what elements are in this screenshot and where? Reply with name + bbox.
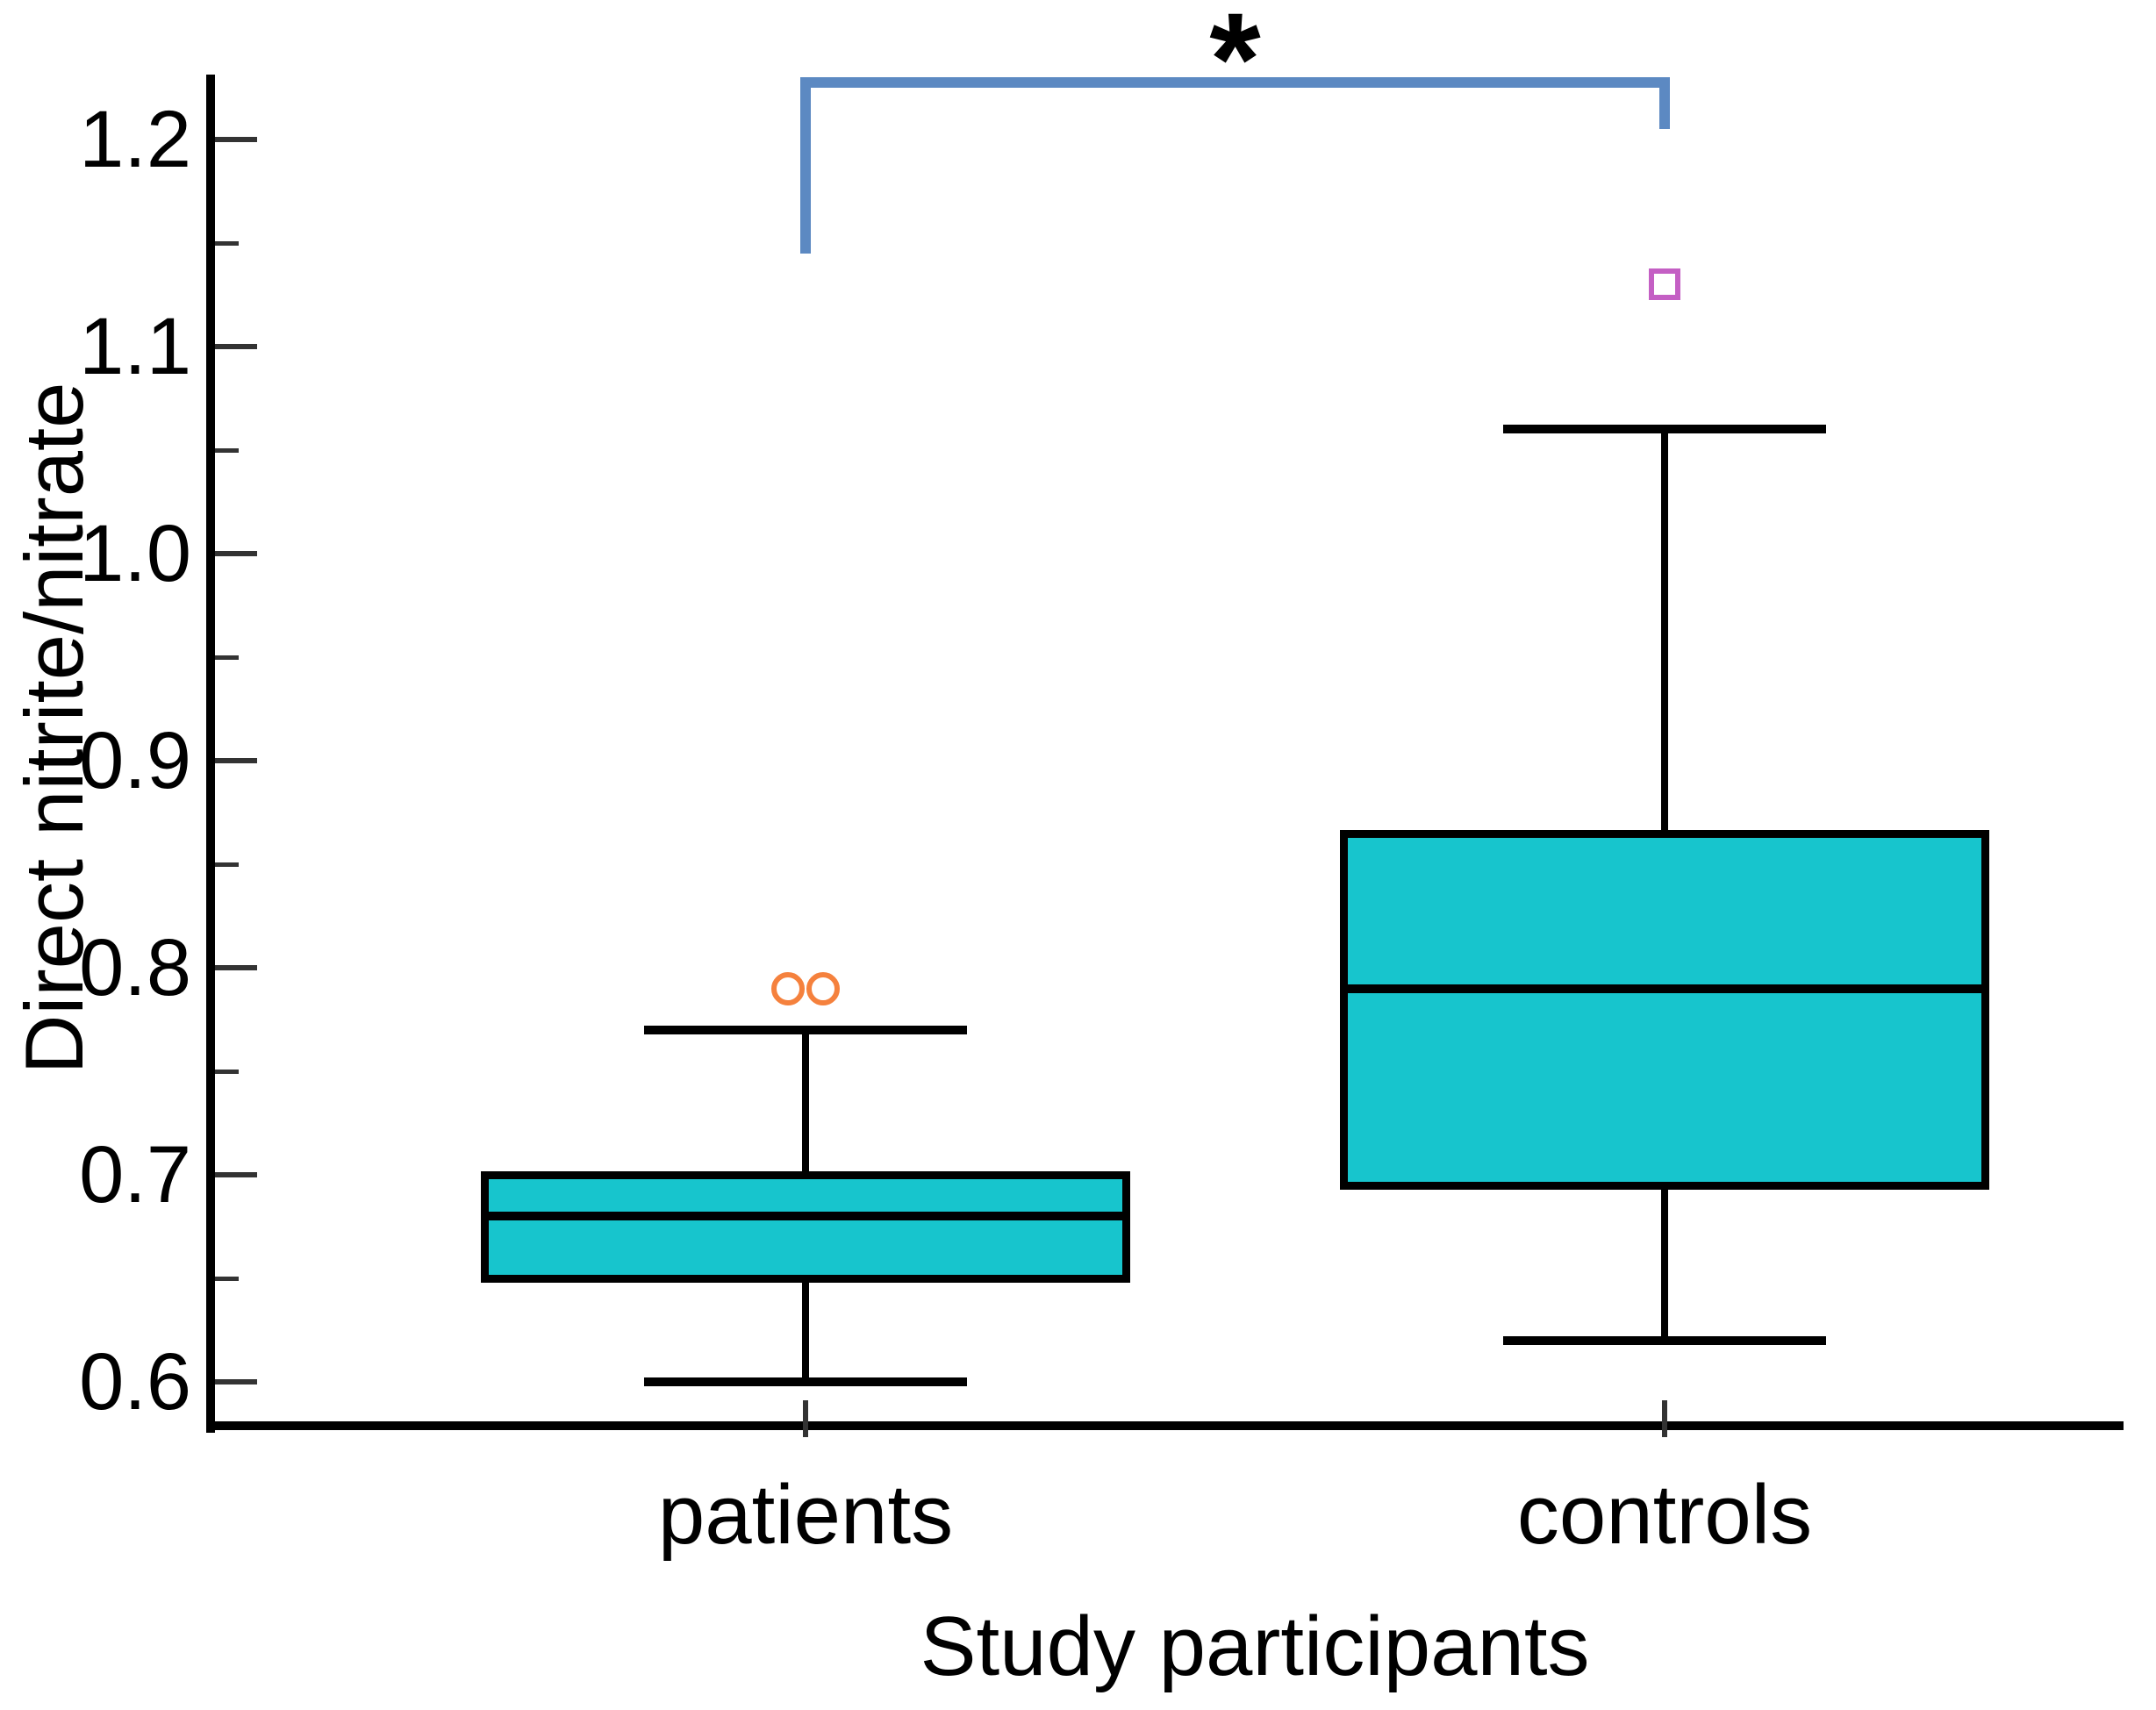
y-minor-tick bbox=[215, 1276, 239, 1281]
y-minor-tick bbox=[215, 447, 239, 453]
category-label-patients: patients bbox=[657, 1468, 954, 1562]
outlier-circle bbox=[771, 971, 805, 1005]
y-major-tick bbox=[215, 344, 257, 349]
whisker-upper bbox=[802, 1029, 809, 1175]
category-tick bbox=[1662, 1400, 1667, 1437]
y-tick-label: 1.1 bbox=[79, 302, 191, 391]
x-axis-spine bbox=[206, 1421, 2124, 1430]
y-major-tick bbox=[215, 1379, 257, 1384]
y-minor-tick bbox=[215, 862, 239, 867]
y-major-tick bbox=[215, 137, 257, 142]
y-tick-label: 0.7 bbox=[79, 1130, 191, 1220]
significance-bracket-bar bbox=[800, 77, 1670, 89]
whisker-lower bbox=[1661, 1184, 1668, 1341]
box-controls bbox=[1340, 829, 1989, 1190]
whisker-cap-lower bbox=[644, 1377, 967, 1386]
y-axis-spine bbox=[206, 75, 215, 1433]
y-major-tick bbox=[215, 758, 257, 763]
x-axis-title: Study participants bbox=[920, 1599, 1590, 1693]
box-patients bbox=[481, 1171, 1130, 1283]
y-major-tick bbox=[215, 551, 257, 556]
outlier-square bbox=[1649, 268, 1680, 301]
whisker-lower bbox=[802, 1278, 809, 1382]
whisker-cap-lower bbox=[1503, 1335, 1826, 1345]
y-tick-label: 0.9 bbox=[79, 716, 191, 805]
median-line bbox=[481, 1212, 1130, 1221]
y-tick-label: 0.8 bbox=[79, 923, 191, 1012]
category-label-controls: controls bbox=[1516, 1468, 1813, 1562]
whisker-upper bbox=[1661, 429, 1668, 834]
significance-bracket-right bbox=[1659, 77, 1670, 130]
median-line bbox=[1340, 984, 1989, 993]
y-tick-label: 1.0 bbox=[79, 509, 191, 598]
significance-bracket-left bbox=[800, 77, 811, 254]
y-axis-title: Direct nitrite/nitrate bbox=[8, 382, 100, 1075]
y-minor-tick bbox=[215, 1069, 239, 1074]
whisker-cap-upper bbox=[644, 1025, 967, 1034]
y-tick-label: 1.2 bbox=[79, 95, 191, 184]
y-minor-tick bbox=[215, 240, 239, 246]
outlier-circle bbox=[806, 971, 840, 1005]
y-minor-tick bbox=[215, 655, 239, 660]
y-major-tick bbox=[215, 965, 257, 970]
category-tick bbox=[803, 1400, 808, 1437]
whisker-cap-upper bbox=[1503, 425, 1826, 434]
significance-asterisk: * bbox=[1209, 0, 1261, 132]
y-tick-label: 0.6 bbox=[79, 1337, 191, 1427]
y-major-tick bbox=[215, 1172, 257, 1177]
